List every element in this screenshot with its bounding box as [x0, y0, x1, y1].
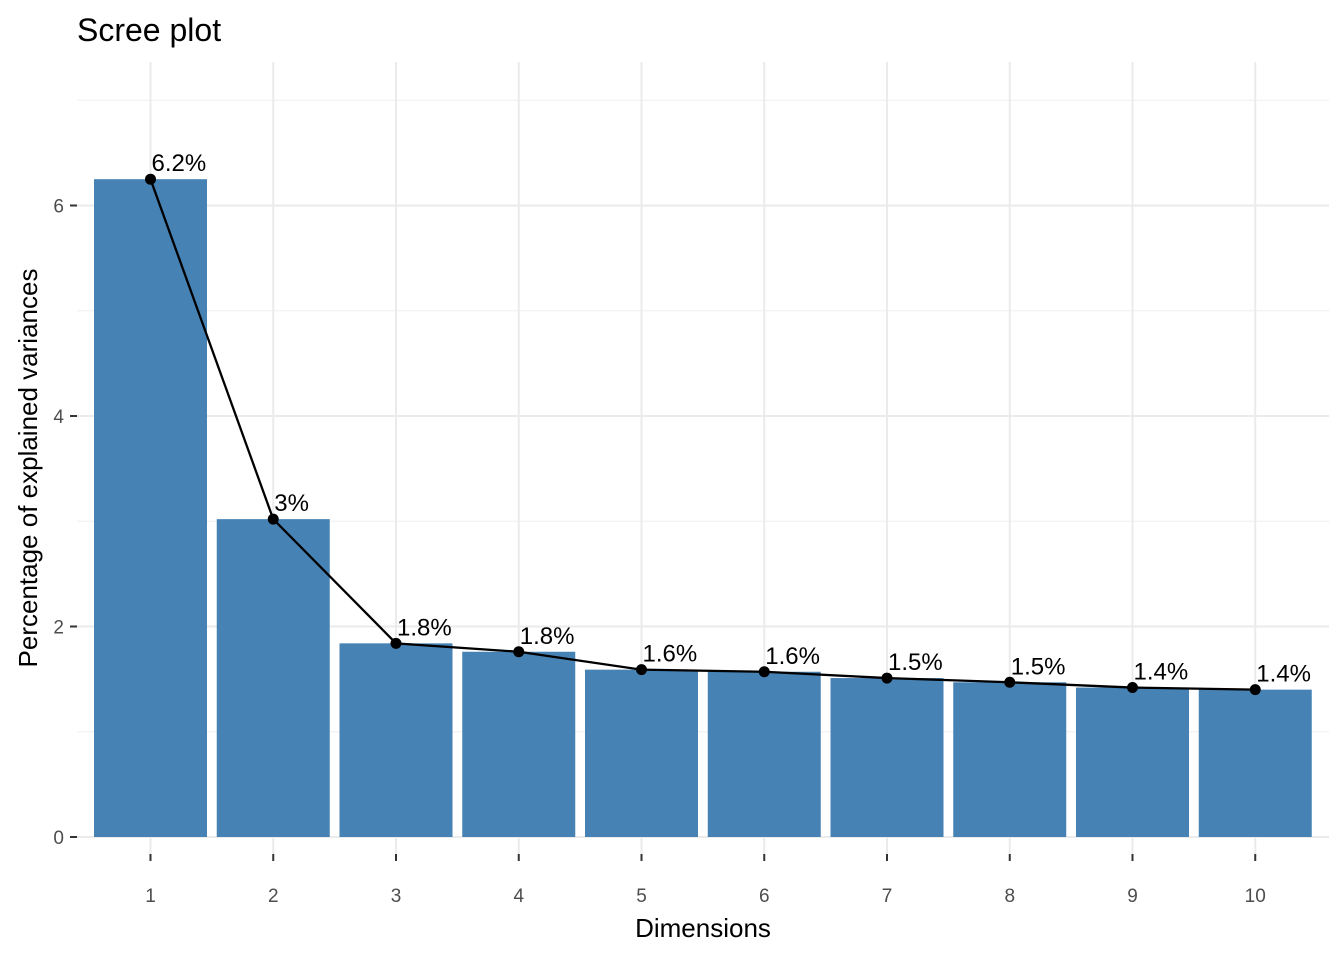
x-tick-label: 10: [1245, 886, 1266, 907]
x-tick-label: 3: [391, 886, 402, 907]
y-tick-label: 0: [53, 828, 64, 849]
data-labels: 6.2% 3% 1.8% 1.8% 1.6% 1.6% 1.5% 1.5% 1.4% 1.4%: [152, 150, 1311, 687]
x-tick-label: 7: [882, 886, 893, 907]
bar-series: [94, 179, 1312, 837]
x-tick-label: 1: [145, 886, 156, 907]
bar-dimension-6: [707, 671, 821, 837]
point-dimension-6: [758, 666, 770, 678]
y-tick-label: 6: [53, 197, 64, 218]
point-dimension-4: [513, 646, 525, 658]
trend-line: [149, 178, 1256, 691]
y-tick-label: 2: [53, 618, 64, 639]
data-label-dimension-4: 1.8%: [520, 623, 575, 650]
point-dimension-10: [1249, 684, 1261, 696]
bar-dimension-1: [94, 179, 207, 837]
x-tick-label: 9: [1127, 886, 1138, 907]
x-axis-title: Dimensions: [635, 913, 771, 943]
point-dimension-7: [881, 672, 893, 684]
y-axis: 0 2 4 6: [53, 197, 77, 849]
point-dimension-2: [267, 513, 279, 525]
chart-title: Scree plot: [77, 12, 221, 48]
bar-dimension-10: [1198, 689, 1312, 837]
bar-dimension-7: [830, 678, 944, 837]
data-label-dimension-2: 3%: [274, 490, 309, 517]
trend-line-series: [145, 173, 1261, 696]
data-label-dimension-9: 1.4%: [1134, 659, 1189, 686]
point-dimension-8: [1004, 676, 1016, 688]
x-tick-label: 5: [636, 886, 647, 907]
bar-dimension-2: [216, 519, 330, 837]
y-tick-label: 4: [53, 407, 64, 428]
point-dimension-5: [636, 664, 647, 676]
bar-dimension-4: [462, 651, 576, 837]
data-label-dimension-1: 6.2%: [152, 150, 207, 177]
bar-dimension-9: [1076, 687, 1189, 837]
x-axis: 1 2 3 4 5 6 7 8 9 10: [145, 854, 1266, 907]
point-dimension-3: [390, 637, 402, 649]
bar-dimension-5: [585, 669, 698, 837]
data-label-dimension-5: 1.6%: [643, 641, 698, 668]
bar-dimension-8: [953, 682, 1067, 837]
x-tick-label: 4: [513, 886, 524, 907]
point-dimension-9: [1127, 682, 1138, 694]
x-tick-label: 2: [268, 886, 279, 907]
x-tick-label: 6: [759, 886, 770, 907]
data-label-dimension-3: 1.8%: [397, 614, 452, 641]
y-axis-title: Percentage of explained variances: [13, 269, 43, 668]
bar-dimension-3: [339, 643, 453, 837]
data-label-dimension-10: 1.4%: [1256, 661, 1311, 688]
x-tick-label: 8: [1004, 886, 1015, 907]
point-dimension-1: [145, 173, 156, 185]
data-label-dimension-6: 1.6%: [765, 643, 820, 670]
data-label-dimension-8: 1.5%: [1011, 653, 1066, 680]
data-label-dimension-7: 1.5%: [888, 649, 943, 676]
